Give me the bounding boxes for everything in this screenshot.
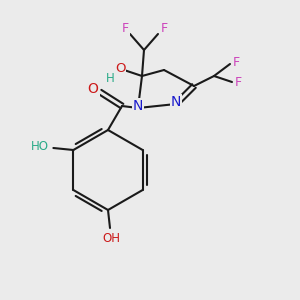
Text: F: F [160, 22, 168, 35]
Text: O: O [88, 82, 98, 96]
Text: F: F [122, 22, 129, 35]
Text: F: F [232, 56, 240, 68]
Text: N: N [171, 95, 181, 109]
Text: N: N [133, 99, 143, 113]
Text: H: H [106, 71, 114, 85]
Text: O: O [115, 61, 125, 74]
Text: HO: HO [32, 140, 50, 154]
Text: OH: OH [102, 232, 120, 244]
Text: F: F [234, 76, 242, 89]
